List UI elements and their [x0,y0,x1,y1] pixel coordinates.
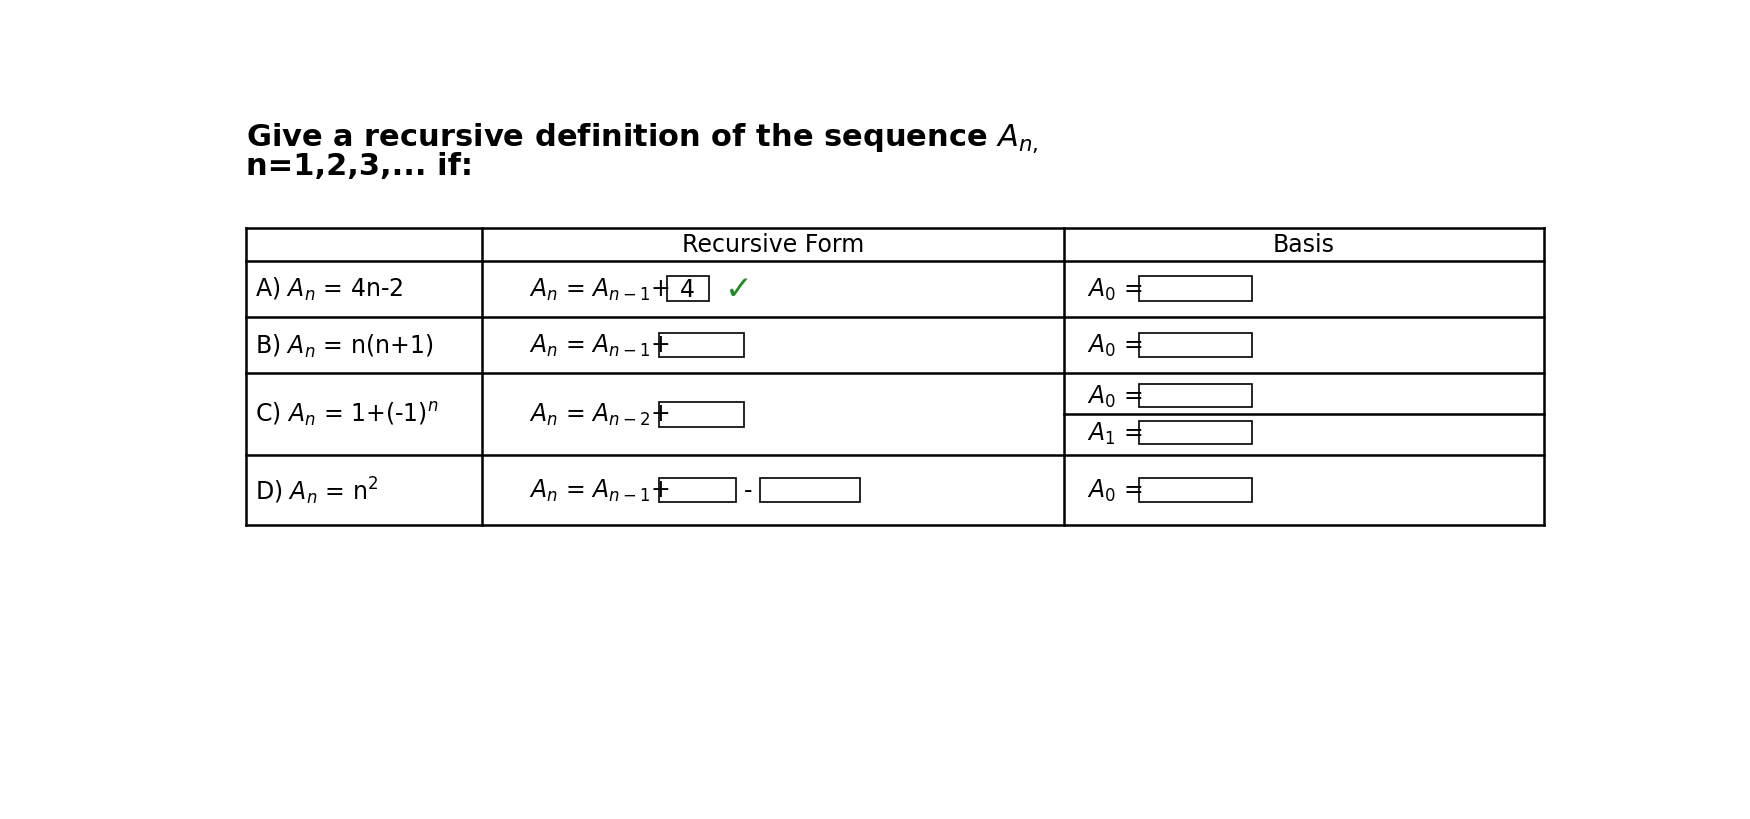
Text: $A_0$ =: $A_0$ = [1087,383,1143,410]
Text: $A_0$ =: $A_0$ = [1087,333,1143,359]
Text: -: - [744,478,752,503]
Text: 4: 4 [681,278,695,301]
Text: ✓: ✓ [724,273,752,305]
Bar [1139,478,1251,503]
Text: C) $A_n$ = 1+(-1)$^n$: C) $A_n$ = 1+(-1)$^n$ [255,400,439,429]
Text: A) $A_n$ = 4n-2: A) $A_n$ = 4n-2 [255,276,402,303]
Text: $A_n$ = $A_{n-1}$+: $A_n$ = $A_{n-1}$+ [528,477,670,504]
Text: $A_1$ =: $A_1$ = [1087,420,1143,446]
Bar [660,333,744,358]
Bar [1139,422,1251,445]
Text: $A_n$ = $A_{n-1}$+: $A_n$ = $A_{n-1}$+ [528,276,672,302]
Bar [1139,385,1251,408]
Bar [1139,333,1251,358]
Text: $A_n$ = $A_{n-1}$+: $A_n$ = $A_{n-1}$+ [528,333,670,359]
Bar [660,478,737,503]
Text: $A_0$ =: $A_0$ = [1087,477,1143,504]
Text: D) $A_n$ = n$^2$: D) $A_n$ = n$^2$ [255,475,378,506]
Text: n=1,2,3,... if:: n=1,2,3,... if: [245,152,472,181]
Text: $A_n$ = $A_{n-2}$+: $A_n$ = $A_{n-2}$+ [528,401,670,428]
Text: Give a recursive definition of the sequence $A_{n,}$: Give a recursive definition of the seque… [245,121,1038,155]
Bar [667,277,709,301]
Text: B) $A_n$ = n(n+1): B) $A_n$ = n(n+1) [255,332,434,359]
Text: Basis: Basis [1272,233,1335,257]
Text: Recursive Form: Recursive Form [682,233,864,257]
Bar [760,478,861,503]
Bar [660,402,744,427]
Text: $A_0$ =: $A_0$ = [1087,276,1143,302]
Bar [1139,277,1251,301]
